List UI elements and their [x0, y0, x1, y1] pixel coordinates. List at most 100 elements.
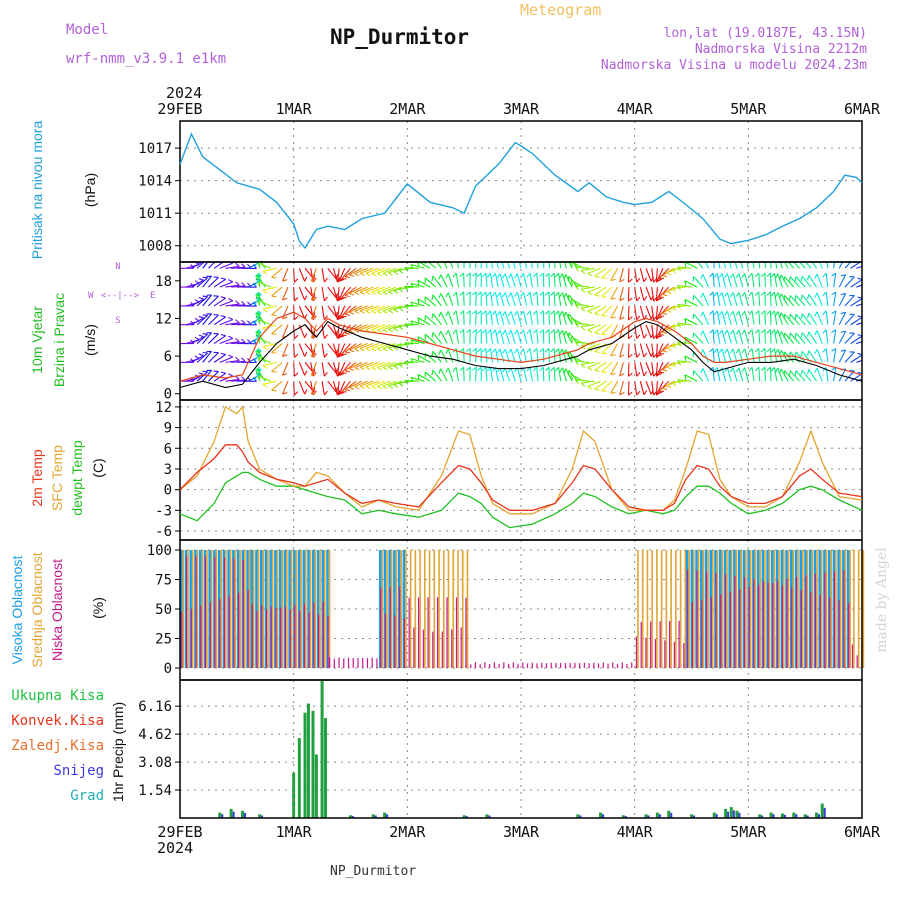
wind-barb-head — [323, 353, 328, 358]
wind-barb — [702, 349, 710, 363]
wind-barb — [536, 310, 539, 325]
wind-barb — [536, 273, 539, 288]
wind-barb-head — [643, 352, 648, 358]
wind-barb-head — [202, 295, 208, 298]
cloud-low-bar — [413, 627, 415, 668]
cloud-low-bar — [795, 576, 798, 668]
wind-barb-head — [807, 331, 810, 337]
wind-gust-line — [179, 311, 863, 382]
cloud-mid-bar — [395, 550, 398, 668]
wind-barb — [838, 274, 847, 288]
wind-barb — [861, 305, 862, 306]
wind-barb-head — [755, 254, 759, 258]
cloud-mid-bar — [697, 550, 700, 668]
cloud-low-bar — [507, 663, 510, 668]
wind-barb — [819, 262, 823, 269]
wind-barb — [474, 273, 477, 288]
wind-barb-head — [257, 300, 261, 306]
wind-barb-head — [202, 351, 208, 354]
cloud-low-bar — [805, 575, 807, 668]
wind-barb — [769, 291, 772, 306]
precip-bar — [655, 812, 659, 818]
wind-barb-head — [587, 310, 593, 314]
wind-barb-head — [666, 365, 672, 370]
wind-barb-head — [713, 291, 718, 297]
wind-barb-head — [551, 254, 554, 258]
wind-barb — [327, 362, 337, 374]
wind-barb — [332, 286, 338, 301]
wind-barb — [257, 350, 266, 363]
wind-barb — [856, 265, 862, 269]
wind-barb-head — [580, 326, 586, 331]
wind-barb-head — [256, 257, 257, 262]
precip-bar — [780, 813, 784, 818]
wind-barb — [777, 292, 783, 307]
wind-barb — [639, 305, 645, 320]
wind-barb-head — [748, 310, 753, 316]
wind-barb — [861, 342, 862, 344]
wind-barb — [816, 330, 823, 344]
wind-barb-head — [255, 275, 259, 281]
wind-barb-head — [656, 335, 663, 338]
wind-barb-head — [262, 365, 268, 369]
wind-barb — [658, 305, 670, 317]
wind-barb-head — [831, 329, 837, 333]
wind-barb-head — [567, 313, 570, 319]
wind-barb-head — [671, 287, 676, 293]
wind-barb-head — [507, 329, 512, 335]
precip-frame — [179, 679, 863, 819]
wind-barb — [404, 361, 419, 363]
wind-barb — [677, 285, 692, 288]
wind-barb — [310, 380, 317, 395]
wind-barb — [619, 268, 624, 282]
wind-barb-head — [840, 349, 846, 352]
cloud-high-bar — [264, 550, 268, 668]
wind-barb — [844, 295, 855, 307]
wind-barb — [225, 265, 240, 269]
wind-barb-head — [431, 294, 434, 300]
wind-barb-head — [794, 332, 797, 339]
wind-barb-head — [580, 307, 586, 312]
wind-barb — [816, 292, 823, 307]
footer-station: NP_Durmitor — [330, 864, 416, 879]
precip-snow-bar — [602, 814, 605, 818]
wind-barb-head — [349, 349, 355, 353]
wind-barb — [410, 320, 425, 326]
wind-barb-head — [365, 310, 371, 314]
precip-bar — [690, 814, 693, 818]
wind-barb — [553, 273, 556, 288]
wind-barb-head — [438, 312, 442, 318]
cloud-mid-bar — [665, 550, 668, 668]
wind-barb — [349, 343, 363, 351]
cloud-low-bar — [758, 584, 760, 668]
wind-barb-head — [735, 348, 740, 354]
temp-ytick-label: 6 — [164, 441, 172, 457]
wind-barb — [382, 361, 397, 369]
wind-barb-head — [398, 363, 404, 368]
wind-barb-head — [656, 391, 663, 395]
precip-snow-bar — [795, 814, 798, 818]
wind-direction-legend: N W E S <--|--> — [88, 262, 155, 326]
wind-barb-head — [452, 329, 457, 334]
wind-barb — [684, 374, 698, 382]
wind-barb — [208, 276, 219, 288]
wind-barb — [856, 340, 862, 345]
wind-barb — [424, 277, 437, 288]
wind-barb-head — [220, 277, 226, 280]
wind-barb — [504, 330, 511, 344]
wind-barb — [712, 273, 715, 288]
wind-barb — [225, 303, 240, 307]
wind-barb — [262, 380, 277, 385]
wind-barb — [684, 355, 698, 363]
cloud-mid-bar — [300, 550, 302, 668]
wind-barb — [655, 381, 658, 396]
wind-barb — [696, 262, 704, 269]
wind-barb-head — [344, 351, 351, 354]
wind-barb — [388, 361, 402, 368]
wind-barb — [371, 343, 385, 350]
wind-barb-head — [313, 387, 316, 393]
wind-barb — [677, 360, 692, 363]
wind-barb — [732, 292, 738, 307]
cloud-mid-bar — [257, 550, 260, 668]
wind-barb — [424, 352, 437, 363]
